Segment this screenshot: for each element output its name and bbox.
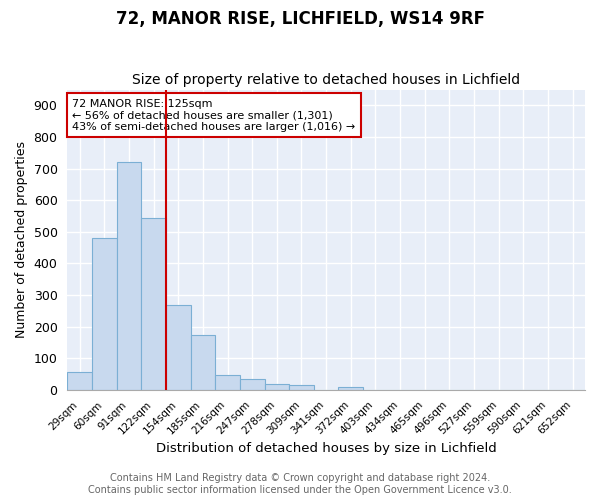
Bar [215,376,240,390]
Text: Contains HM Land Registry data © Crown copyright and database right 2024.
Contai: Contains HM Land Registry data © Crown c… [88,474,512,495]
Bar [116,162,141,390]
Bar [289,386,314,390]
Text: 72 MANOR RISE: 125sqm
← 56% of detached houses are smaller (1,301)
43% of semi-d: 72 MANOR RISE: 125sqm ← 56% of detached … [73,98,356,132]
Bar [92,238,116,390]
Title: Size of property relative to detached houses in Lichfield: Size of property relative to detached ho… [132,73,520,87]
Bar [166,304,191,390]
Text: 72, MANOR RISE, LICHFIELD, WS14 9RF: 72, MANOR RISE, LICHFIELD, WS14 9RF [115,10,485,28]
Bar [67,372,92,390]
Bar [265,384,289,390]
Bar [191,336,215,390]
Y-axis label: Number of detached properties: Number of detached properties [15,141,28,338]
Bar [240,379,265,390]
Bar [141,218,166,390]
Bar [338,388,363,390]
X-axis label: Distribution of detached houses by size in Lichfield: Distribution of detached houses by size … [156,442,497,455]
